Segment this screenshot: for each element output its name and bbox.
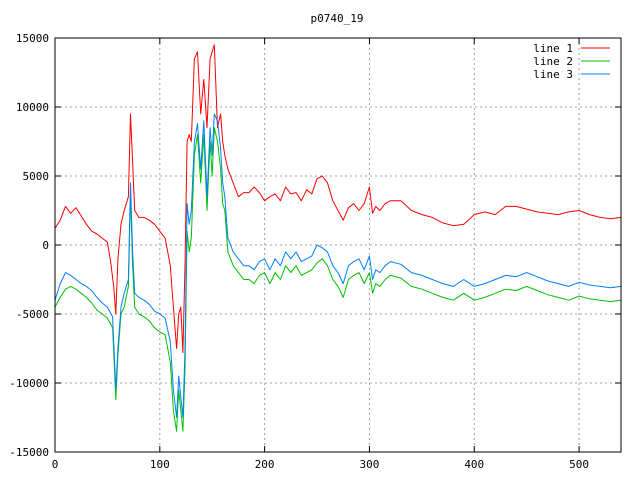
grid-lines bbox=[55, 38, 621, 452]
series-line-1 bbox=[54, 44, 622, 354]
y-tick-label: -10000 bbox=[9, 377, 49, 390]
y-tick-label: 5000 bbox=[23, 170, 50, 183]
series-line-3 bbox=[54, 113, 622, 418]
y-tick-label: 10000 bbox=[16, 101, 49, 114]
x-tick-label: 400 bbox=[464, 458, 484, 471]
y-tick-label: -15000 bbox=[9, 446, 49, 459]
x-tick-label: 200 bbox=[255, 458, 275, 471]
legend-label-1: line 1 bbox=[533, 42, 573, 55]
y-tick-label: 15000 bbox=[16, 32, 49, 45]
legend-label-2: line 2 bbox=[533, 55, 573, 68]
x-tick-label: 500 bbox=[569, 458, 589, 471]
series-line-2 bbox=[54, 127, 622, 432]
axis-ticks: 0 100 200 300 400 500 -15000 -10000 -5000 0 5000 10… bbox=[9, 32, 621, 471]
legend-label-3: line 3 bbox=[533, 68, 573, 81]
x-tick-label: 0 bbox=[52, 458, 59, 471]
chart-title: p0740_19 bbox=[311, 12, 364, 25]
y-tick-label: 0 bbox=[42, 239, 49, 252]
y-tick-label: -5000 bbox=[16, 308, 49, 321]
x-tick-label: 100 bbox=[150, 458, 170, 471]
x-tick-label: 300 bbox=[360, 458, 380, 471]
series-group bbox=[54, 44, 622, 432]
